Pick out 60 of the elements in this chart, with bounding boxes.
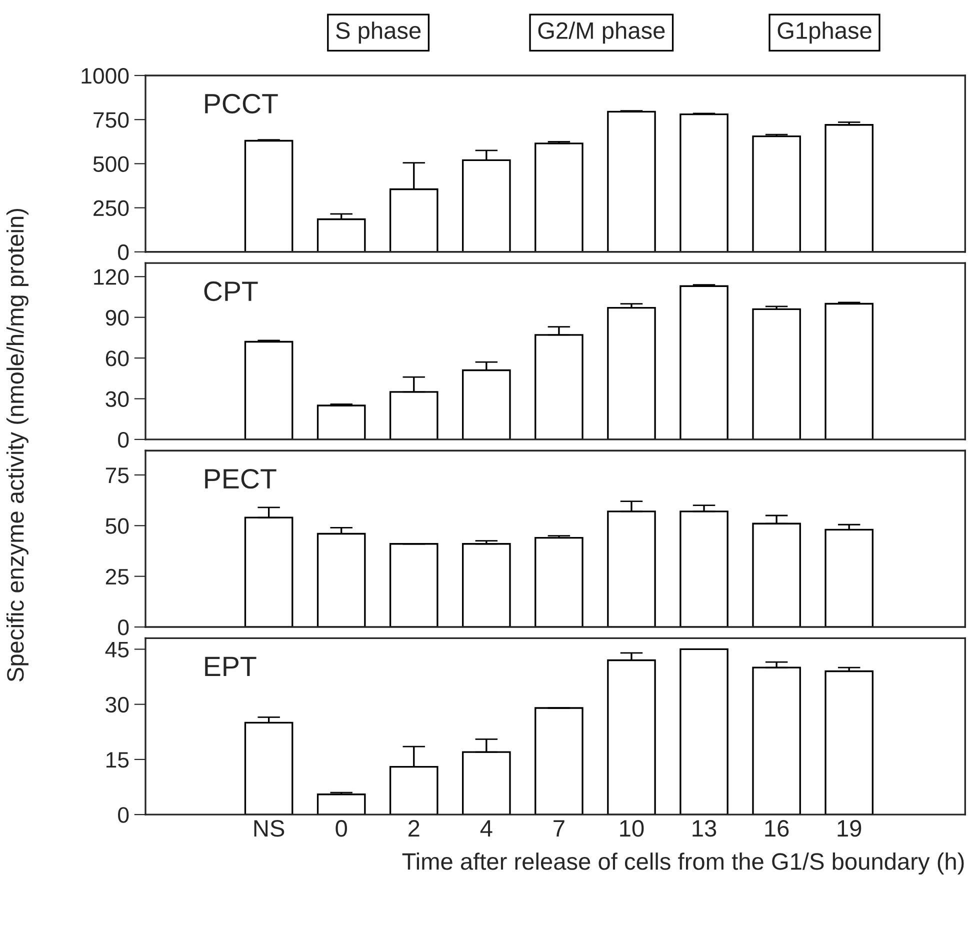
bar	[316, 404, 366, 440]
bar	[752, 136, 801, 252]
bar	[244, 722, 294, 815]
y-tick-label: 60	[106, 350, 129, 366]
y-tick-label: 120	[94, 269, 129, 285]
bar	[824, 302, 874, 440]
x-axis-title: Time after release of cells from the G1/S boundary (h)	[402, 852, 964, 875]
bar	[534, 707, 584, 815]
bar	[680, 285, 728, 440]
y-tick-label: 45	[105, 642, 129, 658]
bar	[607, 306, 656, 440]
text: G2/M phase	[538, 22, 665, 44]
bar	[316, 218, 366, 252]
text: CPT	[204, 281, 258, 302]
bar	[316, 532, 366, 628]
bar	[244, 340, 294, 440]
bar	[244, 140, 294, 252]
text: PCCT	[205, 94, 278, 114]
y-tick-label: 25	[106, 568, 129, 585]
y-tick-label: 0	[118, 244, 129, 260]
y-tick-label: 0	[118, 620, 129, 636]
text: S phase	[336, 22, 421, 44]
y-axis-title: Specific enzyme activity (nmole/h/mg protein)	[6, 208, 28, 682]
y-tick-label: 0	[118, 432, 129, 448]
y-tick-label: 0	[118, 807, 129, 823]
bar	[534, 536, 584, 628]
y-tick-label: 250	[94, 200, 129, 216]
text: PECT	[205, 468, 276, 489]
text: EPT	[205, 656, 256, 676]
y-tick-label: 30	[106, 391, 129, 408]
x-tick-label: 13	[692, 820, 716, 837]
bar	[824, 124, 874, 252]
x-tick-label: 2	[408, 820, 420, 837]
bar	[752, 666, 801, 815]
x-tick-label: 7	[554, 820, 564, 837]
y-tick-label: 500	[93, 156, 129, 172]
bar	[462, 543, 511, 628]
bar	[680, 648, 728, 815]
bar	[680, 113, 728, 252]
bar	[389, 543, 438, 628]
bar	[824, 670, 874, 815]
x-tick-label: 19	[838, 820, 862, 837]
bar	[316, 794, 366, 815]
bar	[607, 110, 656, 252]
x-tick-label: NS	[254, 820, 284, 837]
bar	[534, 142, 584, 252]
y-tick-label: 15	[106, 752, 129, 768]
y-tick-label: 30	[106, 696, 129, 713]
y-tick-label: 75	[106, 468, 129, 484]
y-tick-label: 750	[94, 112, 129, 128]
x-tick-label: 16	[765, 820, 789, 837]
y-tick-label: 1000	[82, 68, 129, 84]
text: G1phase	[778, 22, 872, 44]
y-tick-label: 50	[106, 518, 129, 534]
y-tick-label: 90	[106, 310, 129, 326]
x-tick-label: 4	[480, 820, 492, 837]
x-tick-label: 10	[620, 820, 644, 837]
bar	[752, 308, 801, 440]
bar	[824, 528, 874, 628]
x-tick-label: 0	[336, 820, 347, 837]
